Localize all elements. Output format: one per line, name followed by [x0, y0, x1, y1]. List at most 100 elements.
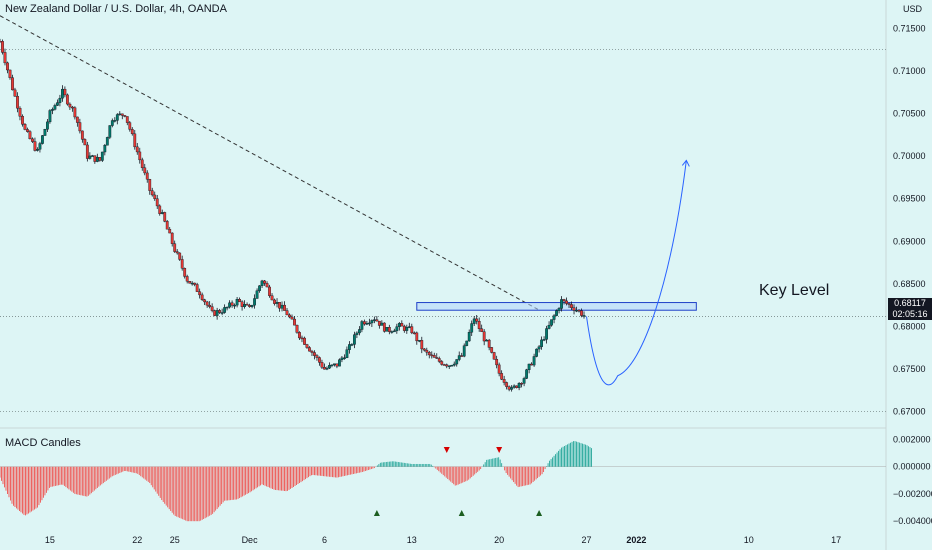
candle-body-222: [552, 315, 556, 320]
candle-body-193: [480, 328, 484, 332]
candle-body-117: [290, 316, 294, 320]
candle-body-119: [295, 324, 299, 333]
candle-body-8: [18, 107, 22, 117]
candle-body-14: [33, 141, 37, 151]
candle-body-19: [46, 121, 49, 130]
candle-body-217: [540, 339, 543, 347]
time-tick-label: 20: [494, 535, 504, 545]
candle-body-38: [93, 155, 97, 162]
candle-body-104: [258, 285, 261, 291]
candle-body-69: [170, 232, 174, 244]
time-tick-label: 15: [45, 535, 55, 545]
candle-body-136: [338, 359, 341, 367]
time-tick-label: 25: [170, 535, 180, 545]
candle-body-51: [125, 116, 129, 123]
candle-body-127: [315, 355, 319, 358]
candle-body-86: [213, 310, 217, 316]
candle-body-228: [567, 303, 571, 305]
candle-body-10: [23, 124, 27, 130]
candle-body-128: [318, 357, 321, 363]
time-tick-label: 2022: [626, 535, 646, 545]
candle-body-171: [425, 349, 429, 353]
candle-body-71: [175, 251, 179, 254]
candle-body-124: [308, 347, 311, 352]
macd-tick-label: 0.002000: [893, 434, 931, 444]
candle-body-163: [405, 326, 409, 331]
candle-body-170: [422, 348, 426, 351]
candle-body-205: [510, 387, 514, 390]
candle-body-33: [80, 130, 84, 140]
candle-body-108: [268, 286, 271, 296]
time-tick-label: 6: [322, 535, 327, 545]
candle-body-142: [353, 334, 356, 345]
candle-body-105: [260, 280, 264, 286]
time-tick-label: 10: [744, 535, 754, 545]
candle-body-155: [385, 327, 389, 332]
candle-body-135: [335, 363, 339, 367]
price-tick-label: 0.71000: [893, 66, 926, 76]
candle-body-112: [278, 302, 281, 309]
candle-body-209: [520, 383, 524, 385]
candle-body-167: [415, 332, 419, 342]
candle-body-50: [123, 115, 127, 117]
projection-curve: [586, 160, 687, 386]
time-tick-label: 17: [831, 535, 841, 545]
candle-body-189: [470, 323, 474, 333]
candle-body-98: [243, 304, 246, 307]
candle-body-17: [41, 135, 44, 144]
candle-body-107: [265, 283, 269, 288]
candle-body-182: [452, 363, 456, 366]
candle-body-123: [305, 344, 309, 348]
candle-body-110: [273, 299, 276, 304]
candle-body-202: [502, 379, 506, 383]
candle-body-68: [168, 228, 172, 234]
time-tick-label: Dec: [242, 535, 259, 545]
candle-body-118: [293, 318, 296, 326]
candle-body-179: [445, 364, 449, 367]
candle-body-7: [16, 95, 19, 109]
candle-body-173: [430, 354, 434, 357]
candle-body-201: [500, 373, 504, 380]
time-tick-label: 22: [132, 535, 142, 545]
candle-body-131: [325, 367, 329, 370]
candle-body-67: [165, 221, 169, 230]
candle-body-116: [288, 314, 291, 318]
candle-body-83: [205, 301, 209, 306]
candle-body-225: [560, 299, 563, 309]
candle-body-73: [180, 259, 184, 269]
candle-body-166: [412, 332, 416, 335]
key-level-zone: [416, 302, 697, 311]
candle-body-207: [515, 385, 519, 388]
candle-body-162: [402, 325, 406, 331]
candle-body-160: [397, 323, 401, 327]
candle-body-27: [65, 94, 69, 105]
candle-body-82: [203, 299, 207, 303]
candle-body-80: [198, 291, 202, 296]
candle-body-223: [555, 310, 558, 316]
candle-body-26: [63, 88, 67, 96]
price-tick-label: 0.68000: [893, 321, 926, 331]
bar-countdown: 02:05:16: [892, 309, 928, 319]
candle-body-9: [21, 115, 24, 125]
candle-body-221: [550, 319, 553, 326]
candle-body-156: [387, 327, 391, 332]
candle-body-187: [465, 340, 469, 346]
candle-body-101: [250, 304, 254, 307]
candle-body-150: [372, 319, 376, 321]
candle-body-103: [255, 290, 259, 299]
candle-body-133: [330, 364, 334, 367]
candle-body-141: [350, 344, 354, 346]
price-tick-label: 0.70500: [893, 109, 926, 119]
candle-body-229: [570, 304, 573, 308]
candle-body-149: [370, 320, 374, 324]
candle-body-206: [512, 385, 516, 388]
candle-body-158: [392, 330, 396, 333]
candle-body-120: [298, 332, 301, 339]
candle-body-55: [135, 146, 139, 153]
currency-label: USD: [903, 4, 923, 14]
time-tick-label: 13: [407, 535, 417, 545]
candle-body-24: [58, 97, 62, 103]
candle-body-32: [78, 122, 82, 132]
candle-body-227: [565, 300, 568, 304]
